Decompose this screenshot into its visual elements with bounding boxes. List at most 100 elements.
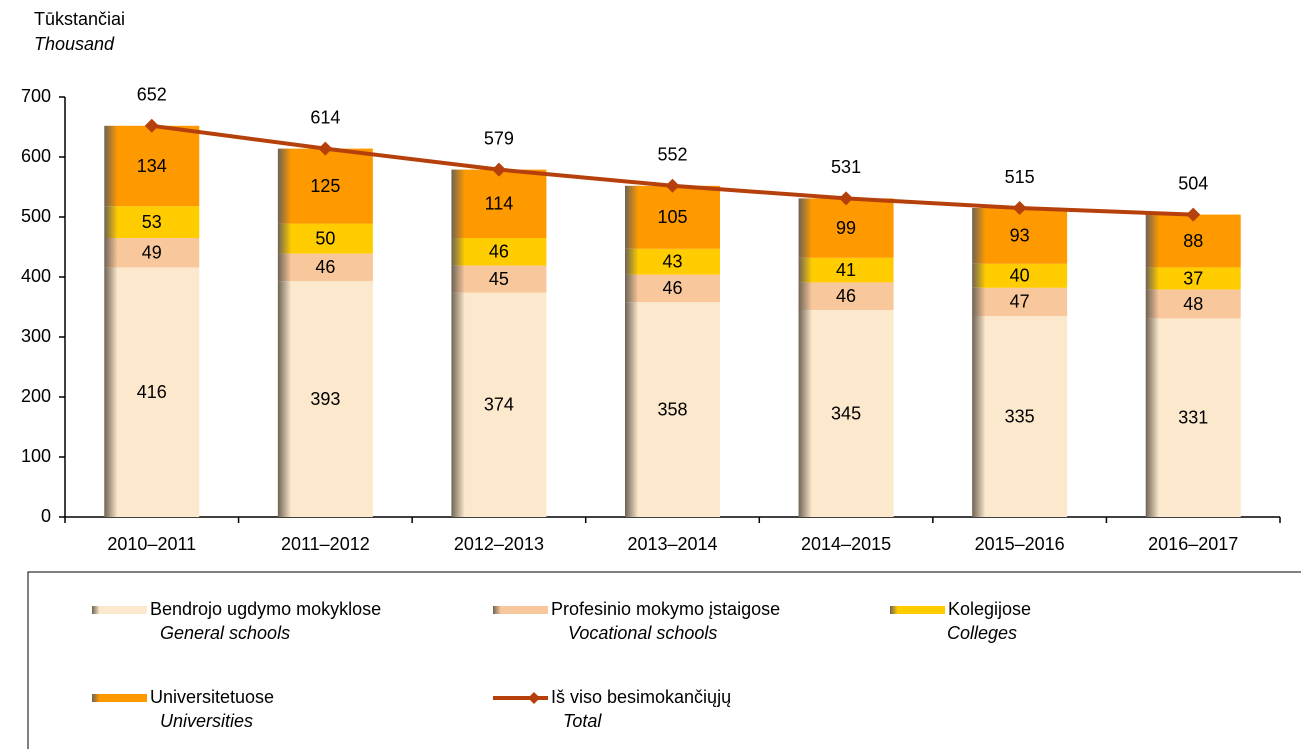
- total-label: 652: [137, 85, 167, 105]
- data-label: 93: [1010, 226, 1030, 246]
- bar-segment: [798, 257, 894, 283]
- data-label: 43: [662, 251, 682, 271]
- y-tick-label: 700: [21, 86, 51, 106]
- data-label: 358: [657, 399, 687, 419]
- bar-segment: [972, 263, 1068, 288]
- legend-box: [27, 571, 1301, 749]
- bar-segment: [104, 267, 200, 517]
- line-marker: [318, 141, 333, 156]
- y-tick-label: 500: [21, 206, 51, 226]
- data-label: 41: [836, 260, 856, 280]
- bar-segment: [277, 223, 373, 254]
- legend-label-en: Vocational schools: [568, 623, 717, 643]
- bar-segment: [1145, 267, 1241, 290]
- bar-segment: [451, 169, 547, 238]
- y-tick-label: 0: [41, 506, 51, 526]
- total-label: 515: [1005, 167, 1035, 187]
- data-label: 46: [489, 242, 509, 262]
- data-label: 331: [1178, 407, 1208, 427]
- line-marker: [144, 118, 159, 133]
- x-tick-label: 2016–2017: [1148, 534, 1238, 554]
- y-tick-label: 300: [21, 326, 51, 346]
- y-axis-label-en: Thousand: [34, 34, 115, 54]
- data-label: 416: [137, 382, 167, 402]
- bar-segment: [972, 287, 1068, 316]
- data-label: 37: [1183, 268, 1203, 288]
- bar-segment: [1145, 214, 1241, 268]
- bar-segment: [104, 206, 200, 238]
- bar-segment: [451, 292, 547, 517]
- line-marker: [839, 191, 854, 206]
- bar-segment: [625, 248, 720, 275]
- y-tick-label: 600: [21, 146, 51, 166]
- legend-swatch: [92, 694, 147, 702]
- y-tick-label: 400: [21, 266, 51, 286]
- y-axis-label: Tūkstančiai: [34, 9, 125, 29]
- x-tick-label: 2013–2014: [627, 534, 717, 554]
- bar-segment: [277, 148, 373, 224]
- data-label: 47: [1010, 292, 1030, 312]
- legend-label: Bendrojo ugdymo mokyklose: [150, 599, 381, 619]
- data-label: 114: [485, 194, 514, 214]
- data-label: 125: [310, 176, 340, 196]
- legend-swatch: [493, 606, 548, 614]
- data-label: 48: [1183, 294, 1203, 314]
- data-label: 393: [310, 389, 340, 409]
- data-label: 46: [662, 278, 682, 298]
- bar-segment: [625, 302, 720, 517]
- total-label: 614: [310, 107, 340, 127]
- bar-segment: [798, 282, 894, 310]
- x-tick-label: 2012–2013: [454, 534, 544, 554]
- data-label: 50: [315, 228, 335, 248]
- legend-label: Profesinio mokymo įstaigose: [551, 599, 780, 619]
- data-label: 345: [831, 403, 861, 423]
- total-label: 504: [1178, 173, 1208, 193]
- legend-label: Iš viso besimokančiųjų: [551, 687, 731, 707]
- x-tick-label: 2015–2016: [975, 534, 1065, 554]
- data-label: 134: [137, 156, 167, 176]
- bar-segment: [625, 185, 720, 249]
- y-tick-label: 100: [21, 446, 51, 466]
- bar-segment: [972, 208, 1068, 264]
- line-marker: [1186, 207, 1201, 222]
- bar-segment: [277, 253, 373, 282]
- bar-segment: [1145, 289, 1241, 319]
- x-tick-label: 2010–2011: [107, 534, 196, 554]
- bar-segment: [451, 265, 547, 293]
- bar-segment: [972, 316, 1068, 517]
- bar-segment: [104, 125, 200, 207]
- bar-segment: [798, 310, 894, 517]
- data-label: 374: [484, 395, 514, 415]
- legend-label-en: General schools: [160, 623, 290, 643]
- total-label: 552: [657, 145, 687, 165]
- total-label: 579: [484, 128, 514, 148]
- total-label: 531: [831, 157, 861, 177]
- legend-label-en: Colleges: [947, 623, 1017, 643]
- line-marker: [665, 178, 680, 193]
- legend-label-en: Universities: [160, 711, 253, 731]
- bar-segment: [625, 274, 720, 303]
- bar-segment: [451, 238, 547, 266]
- legend-swatch: [92, 606, 147, 614]
- legend-swatch: [890, 606, 945, 614]
- data-label: 40: [1010, 266, 1030, 286]
- bar-segment: [1145, 318, 1241, 517]
- data-label: 45: [489, 269, 509, 289]
- y-tick-label: 200: [21, 386, 51, 406]
- bar-segment: [277, 281, 373, 517]
- legend-marker: [528, 692, 540, 704]
- data-label: 46: [836, 286, 856, 306]
- line-marker: [491, 162, 506, 177]
- bar-segment: [798, 198, 894, 258]
- data-label: 46: [315, 257, 335, 277]
- data-label: 53: [142, 212, 162, 232]
- legend-label-en: Total: [563, 711, 602, 731]
- x-tick-label: 2014–2015: [801, 534, 891, 554]
- data-label: 88: [1183, 231, 1203, 251]
- line-marker: [1012, 201, 1027, 215]
- data-label: 49: [142, 242, 162, 262]
- legend-label: Universitetuose: [150, 687, 274, 707]
- bar-segment: [104, 238, 200, 268]
- data-label: 335: [1005, 406, 1035, 426]
